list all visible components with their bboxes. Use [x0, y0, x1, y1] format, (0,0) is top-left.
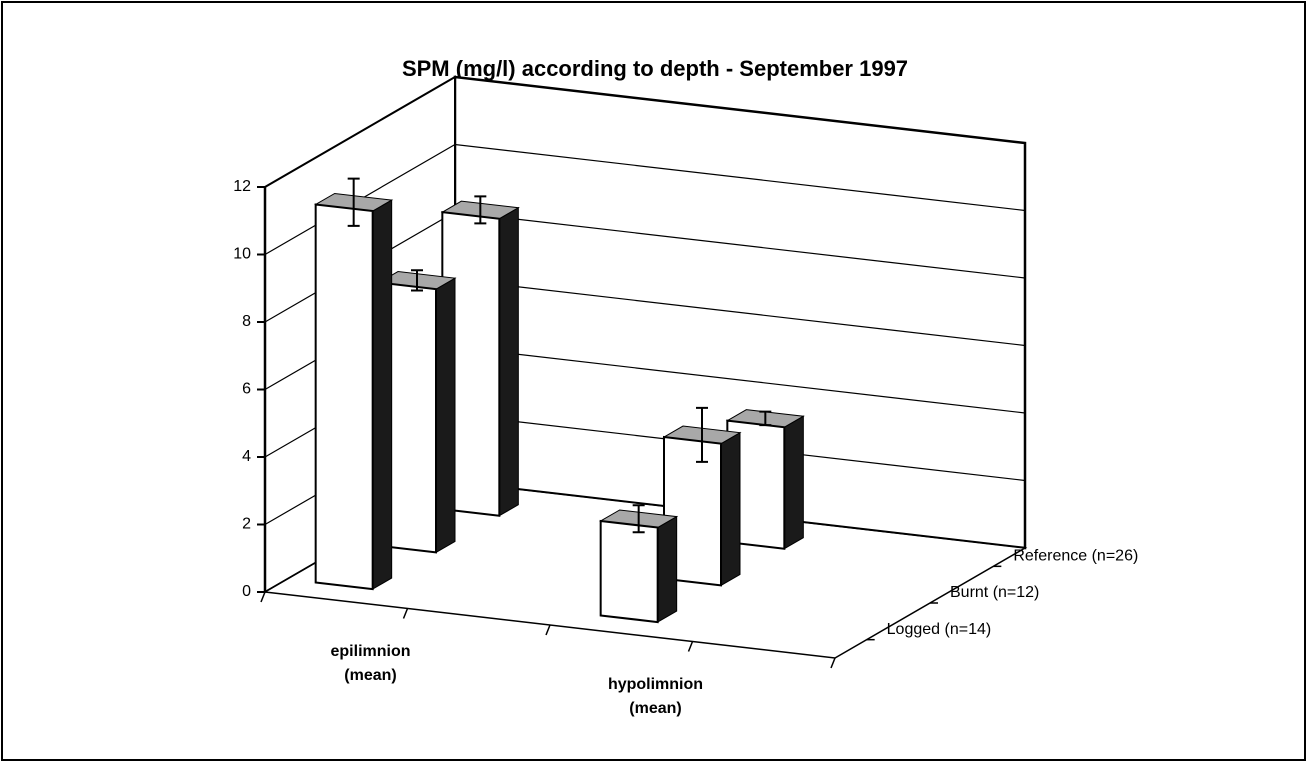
error-bar — [759, 410, 772, 427]
bar-side — [783, 415, 804, 550]
legend-label: Burnt (n=12) — [950, 584, 1039, 601]
error-bar — [474, 195, 487, 225]
legend-label: Reference (n=26) — [1013, 548, 1138, 565]
error-bar — [696, 406, 708, 463]
x-tick-label: (mean) — [344, 667, 396, 684]
bar-side — [498, 206, 519, 517]
y-tick-label: 0 — [242, 583, 251, 600]
x-tick — [687, 641, 694, 652]
grid-line — [264, 76, 1026, 188]
chart-title: SPM (mg/l) according to depth - Septembe… — [402, 56, 908, 81]
x-tick — [545, 624, 551, 636]
y-tick-label: 4 — [242, 448, 251, 465]
bar — [314, 203, 374, 591]
y-tick-label: 6 — [242, 381, 251, 398]
bar-side — [435, 277, 456, 554]
x-tick-label: (mean) — [629, 700, 681, 717]
x-tick-label: epilimnion — [331, 643, 411, 660]
error-bar — [411, 269, 423, 292]
y-tick-label: 10 — [233, 246, 251, 263]
y-tick-label: 2 — [242, 516, 251, 533]
error-bar — [347, 177, 360, 227]
x-tick-label: hypolimnion — [608, 676, 703, 693]
bar-side — [720, 431, 741, 587]
bar-side — [372, 199, 393, 590]
x-tick — [830, 657, 836, 669]
error-bar — [632, 504, 645, 534]
bar — [663, 435, 722, 587]
x-tick — [402, 608, 409, 619]
bar-side — [657, 515, 678, 623]
y-tick-label: 8 — [242, 313, 251, 330]
y-tick-label: 12 — [233, 178, 251, 195]
legend-label: Logged (n=14) — [887, 621, 992, 638]
x-tick — [260, 591, 266, 603]
bar — [599, 519, 659, 624]
